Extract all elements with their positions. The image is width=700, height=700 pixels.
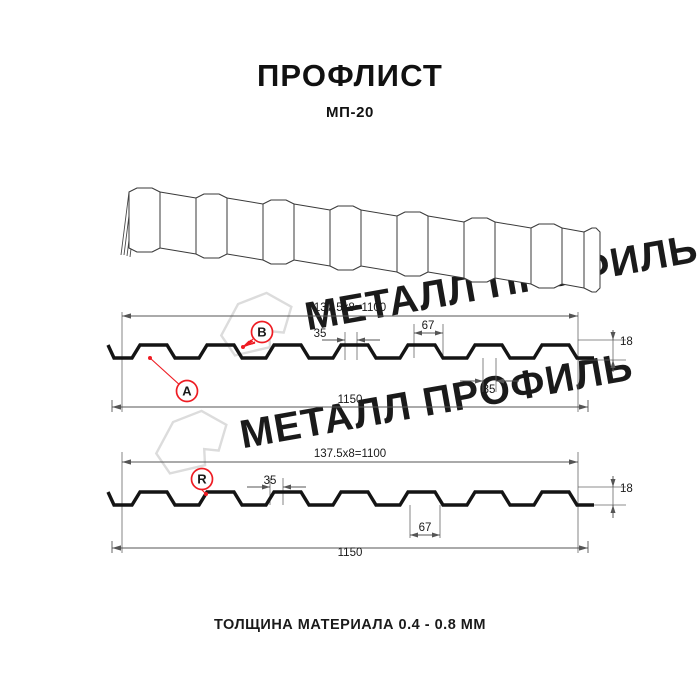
dim-rib-bottom-bottom: 67 [419, 522, 432, 534]
marker-a-label: A [182, 384, 192, 399]
dim-overall-bottom: 1150 [338, 547, 363, 559]
product-model: МП-20 [326, 104, 374, 121]
dim-height-bottom: 18 [620, 483, 633, 495]
dim-pitch-top: 137,5x8=1100 [314, 302, 386, 314]
material-thickness-note: ТОЛЩИНА МАТЕРИАЛА 0.4 - 0.8 ММ [214, 617, 486, 633]
watermark-logo-icon-2 [154, 409, 228, 475]
marker-a-circle [175, 379, 199, 403]
profile-outline-top [106, 343, 594, 360]
page-title: ПРОФЛИСТ [256, 58, 444, 93]
dim-height-top: 18 [620, 336, 633, 348]
marker-b-label: B [257, 325, 266, 340]
watermark-logo-icon [219, 291, 293, 357]
title-block: ПРОФЛИСТ МП-20 [0, 58, 700, 122]
dim-rib-top-top: 67 [422, 320, 435, 332]
marker-r-circle [190, 467, 214, 491]
dim-rib-bottom-top-2: 35 [483, 384, 496, 396]
annotation-markers-top: A B [148, 320, 274, 403]
dim-rib-bottom-top: 35 [314, 328, 327, 340]
dim-pitch-bottom: 137.5x8=1100 [314, 448, 386, 460]
annotation-markers-bottom: R [190, 467, 214, 496]
marker-b-circle [250, 320, 274, 344]
dim-rib-top-bottom: 35 [264, 475, 277, 487]
marker-r-label: R [197, 472, 207, 487]
dim-overall-top: 1150 [338, 394, 363, 406]
profile-outline-bottom [106, 490, 594, 507]
